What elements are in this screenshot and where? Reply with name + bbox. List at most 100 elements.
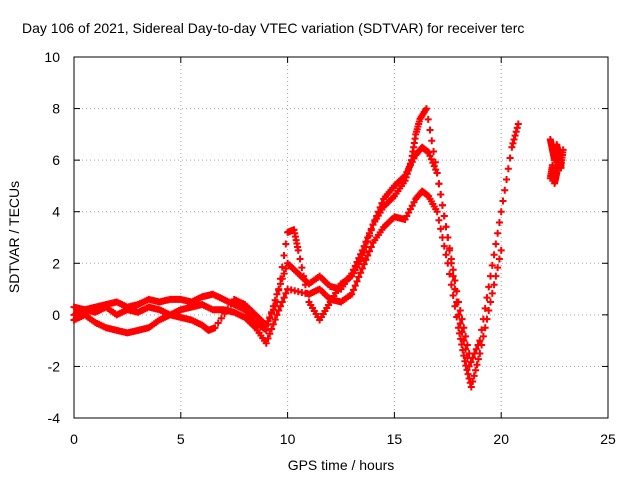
data-point: [472, 366, 480, 374]
data-point: [474, 355, 482, 363]
data-point: [451, 302, 459, 310]
data-point: [470, 372, 478, 380]
data-point: [444, 234, 452, 241]
data-point: [440, 212, 448, 220]
data-point: [280, 294, 288, 302]
data-point: [433, 169, 441, 177]
data-point: [357, 250, 365, 258]
data-point: [442, 251, 450, 259]
data-point: [557, 164, 565, 172]
data-point: [454, 298, 462, 306]
data-point: [483, 315, 491, 323]
data-point: [294, 246, 302, 254]
data-point: [465, 374, 473, 382]
data-point: [357, 269, 365, 277]
data-point: [405, 163, 413, 171]
y-axis-label: SDTVAR / TECUs: [6, 181, 22, 293]
data-point: [269, 320, 277, 328]
data-point: [447, 255, 455, 263]
data-point: [485, 283, 493, 291]
data-point: [224, 305, 232, 313]
data-point: [266, 330, 274, 338]
data-point: [269, 306, 277, 314]
data-point: [435, 180, 443, 188]
data-point: [447, 281, 455, 289]
data-point: [437, 225, 445, 233]
data-point: [433, 208, 441, 216]
data-point: [426, 126, 434, 134]
data-point: [453, 287, 461, 295]
data-point: [424, 115, 432, 123]
data-point: [273, 298, 281, 306]
data-point: [459, 346, 467, 354]
data-point: [458, 315, 466, 323]
data-point: [485, 307, 493, 315]
data-point: [282, 289, 290, 297]
series-track-e: [546, 156, 565, 187]
y-tick-label: -2: [48, 358, 61, 374]
grid: [74, 57, 608, 418]
data-point: [462, 332, 470, 340]
data-point: [280, 252, 288, 260]
data-point: [478, 326, 486, 334]
data-point: [456, 319, 464, 327]
y-tick-label: 8: [52, 101, 60, 117]
data-point: [476, 350, 484, 358]
data-point: [435, 216, 443, 224]
data-point: [460, 352, 468, 360]
data-point: [513, 124, 521, 132]
data-point: [511, 132, 519, 140]
data-point: [401, 177, 409, 185]
data-point: [460, 324, 468, 332]
data-point: [264, 317, 272, 325]
data-point: [467, 358, 475, 366]
y-tick-label: 4: [52, 204, 60, 220]
data-point: [469, 377, 477, 385]
data-point: [463, 366, 471, 374]
data-point: [211, 324, 219, 332]
data-point: [362, 256, 370, 264]
data-point: [430, 148, 438, 156]
data-point: [456, 329, 464, 337]
data-point: [446, 244, 454, 252]
series-track-c: [70, 105, 473, 358]
data-point: [488, 289, 496, 297]
data-point: [495, 218, 503, 226]
data-point: [262, 321, 270, 329]
data-point: [472, 345, 480, 353]
x-tick-label: 5: [177, 431, 185, 447]
data-point: [428, 137, 436, 145]
data-point: [227, 300, 235, 308]
data-point: [403, 170, 411, 178]
data-point: [473, 361, 481, 369]
data-point: [469, 354, 477, 362]
data-point: [365, 247, 373, 255]
data-point: [273, 290, 281, 298]
data-point: [479, 332, 487, 340]
data-point: [358, 254, 366, 262]
data-point: [461, 357, 469, 365]
data-point: [483, 294, 491, 302]
data-points: [70, 105, 567, 391]
data-point: [512, 128, 520, 136]
data-point: [406, 160, 414, 168]
axis-ticks: 0 5 10 15 20 25 -4 -2 0 2 4 6 8 10: [44, 49, 616, 447]
x-axis-label: GPS time / hours: [288, 457, 395, 473]
data-point: [437, 191, 445, 199]
data-point: [449, 266, 457, 274]
plot-frame: [73, 56, 609, 419]
data-point: [444, 259, 452, 267]
data-point: [268, 325, 276, 333]
data-point: [262, 339, 270, 347]
data-point: [463, 341, 471, 349]
data-point: [301, 281, 309, 289]
x-tick-label: 25: [600, 431, 616, 447]
data-point: [217, 314, 225, 322]
data-point: [280, 270, 288, 278]
data-point: [494, 229, 502, 237]
data-point: [499, 197, 507, 205]
data-point: [497, 208, 505, 216]
data-point: [467, 383, 475, 391]
data-point: [438, 201, 446, 209]
data-point: [422, 105, 430, 113]
